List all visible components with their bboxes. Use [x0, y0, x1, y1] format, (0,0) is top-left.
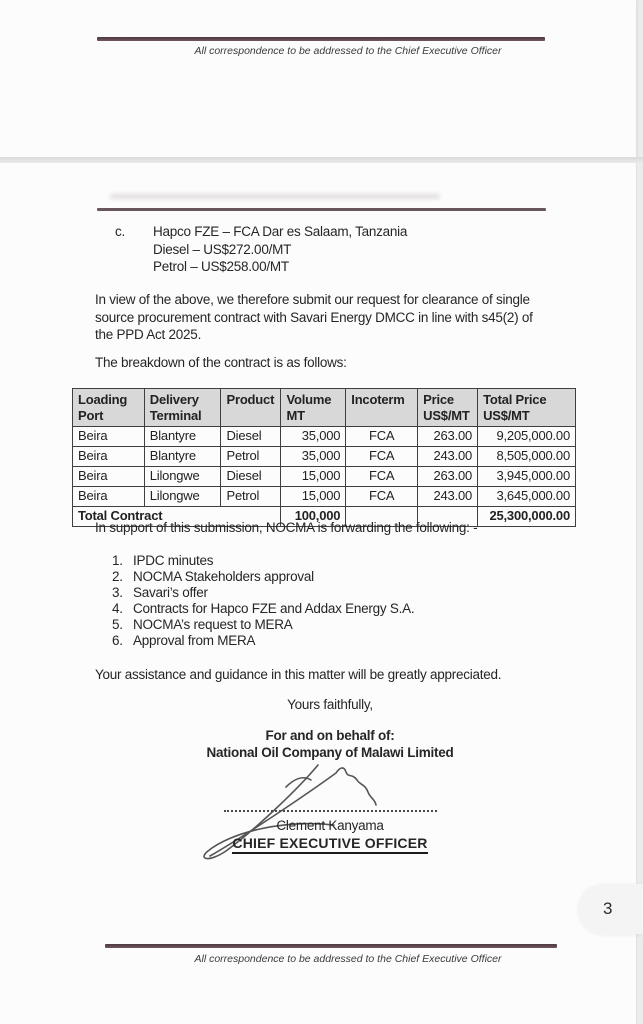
- cell: 15,000: [280, 466, 347, 487]
- cell: FCA: [345, 486, 419, 507]
- cell: 35,000: [280, 426, 347, 447]
- cell: Blantyre: [143, 446, 222, 467]
- item-number: 3.: [112, 585, 123, 600]
- attachment-item: 6. Approval from MERA: [112, 633, 256, 649]
- cell: 263.00: [417, 426, 479, 447]
- attachment-item: 5. NOCMA’s request to MERA: [112, 617, 293, 633]
- cell: FCA: [345, 426, 419, 447]
- cell: Lilongwe: [143, 486, 222, 507]
- table-header-row: Loading Port Delivery Terminal Product V…: [72, 388, 576, 427]
- item-number: 2.: [112, 569, 123, 584]
- list-item-c-label: c.: [115, 224, 126, 239]
- cell: Blantyre: [143, 426, 222, 447]
- cell: 9,205,000.00: [477, 426, 576, 447]
- attachment-item: 1. IPDC minutes: [112, 553, 214, 569]
- col-total-price: Total Price US$/MT: [477, 388, 576, 427]
- cell: Lilongwe: [143, 466, 222, 487]
- table-row: Beira Lilongwe Petrol 15,000 FCA 243.00 …: [72, 486, 576, 507]
- cell: 15,000: [280, 486, 347, 507]
- item-number: 6.: [112, 633, 123, 648]
- contract-breakdown-table: Loading Port Delivery Terminal Product V…: [71, 388, 576, 527]
- item-number: 1.: [112, 553, 123, 568]
- signatory-name: Clement Kanyama: [276, 818, 384, 833]
- attachment-item: 4. Contracts for Hapco FZE and Addax Ener…: [112, 601, 415, 617]
- cell: 243.00: [417, 446, 479, 467]
- cell: 8,505,000.00: [477, 446, 576, 467]
- paragraph-assistance: Your assistance and guidance in this mat…: [95, 667, 502, 682]
- table-total-row: Total Contract 100,000 25,300,000.00: [71, 506, 576, 527]
- col-loading-port: Loading Port: [72, 388, 145, 427]
- item-number: 5.: [112, 617, 123, 632]
- item-text: IPDC minutes: [133, 553, 214, 568]
- cell: Beira: [72, 486, 145, 507]
- cell: 263.00: [417, 466, 479, 487]
- cell: 35,000: [280, 446, 347, 467]
- col-delivery-terminal: Delivery Terminal: [143, 388, 222, 427]
- cell: Petrol: [220, 446, 282, 467]
- table-row: Beira Blantyre Diesel 35,000 FCA 263.00 …: [72, 426, 576, 447]
- signature-dotted-line: [224, 810, 437, 812]
- cell: 3,645,000.00: [477, 486, 576, 507]
- cell: FCA: [345, 446, 419, 467]
- scan-smudge: [110, 194, 440, 199]
- page-number-badge: 3: [578, 884, 643, 934]
- item-number: 4.: [112, 601, 123, 616]
- cell: 243.00: [417, 486, 479, 507]
- handwritten-signature: [203, 764, 377, 860]
- page-number: 3: [603, 899, 613, 918]
- cell: Beira: [72, 446, 145, 467]
- col-product: Product: [220, 388, 282, 427]
- table-row: Beira Lilongwe Diesel 15,000 FCA 263.00 …: [72, 466, 576, 487]
- paragraph-support: In support of this submission, NOCMA is …: [95, 520, 478, 535]
- footer-rule: [105, 944, 557, 948]
- col-volume: Volume MT: [280, 388, 347, 427]
- cell: Diesel: [220, 426, 282, 447]
- closing-salutation: Yours faithfully,: [287, 697, 373, 712]
- item-text: NOCMA’s request to MERA: [133, 617, 293, 632]
- correspondence-note: All correspondence to be addressed to th…: [194, 953, 502, 965]
- header-rule: [97, 208, 546, 211]
- cell: Diesel: [220, 466, 282, 487]
- attachment-item: 3. Savari’s offer: [112, 585, 208, 601]
- paragraph-breakdown-intro: The breakdown of the contract is as foll…: [95, 355, 347, 370]
- total-label: Total Contract: [71, 506, 282, 527]
- letter-page: c. Hapco FZE – FCA Dar es Salaam, Tanzan…: [0, 163, 637, 1024]
- item-text: Contracts for Hapco FZE and Addax Energy…: [133, 601, 415, 616]
- page-break: [0, 157, 643, 163]
- cell: 3,945,000.00: [477, 466, 576, 487]
- cell: Petrol: [220, 486, 282, 507]
- letterhead-rule: [97, 37, 545, 41]
- paragraph-request: In view of the above, we therefore submi…: [95, 292, 533, 342]
- list-item-c-text: Hapco FZE – FCA Dar es Salaam, Tanzania …: [153, 224, 408, 274]
- cell: Beira: [72, 466, 145, 487]
- col-incoterm: Incoterm: [345, 388, 419, 427]
- item-text: Savari’s offer: [133, 585, 208, 600]
- col-price: Price US$/MT: [417, 388, 479, 427]
- table-row: Beira Blantyre Petrol 35,000 FCA 243.00 …: [72, 446, 576, 467]
- total-price: 25,300,000.00: [477, 506, 576, 527]
- cell: Beira: [72, 426, 145, 447]
- company-name: National Oil Company of Malawi Limited: [206, 745, 454, 760]
- behalf-line: For and on behalf of:: [265, 728, 395, 743]
- item-text: NOCMA Stakeholders approval: [133, 569, 314, 584]
- previous-page-bottom: All correspondence to be addressed to th…: [0, 0, 637, 157]
- correspondence-note: All correspondence to be addressed to th…: [194, 45, 502, 57]
- signatory-title: CHIEF EXECUTIVE OFFICER: [232, 835, 428, 854]
- cell: FCA: [345, 466, 419, 487]
- attachment-item: 2. NOCMA Stakeholders approval: [112, 569, 314, 585]
- item-text: Approval from MERA: [133, 633, 256, 648]
